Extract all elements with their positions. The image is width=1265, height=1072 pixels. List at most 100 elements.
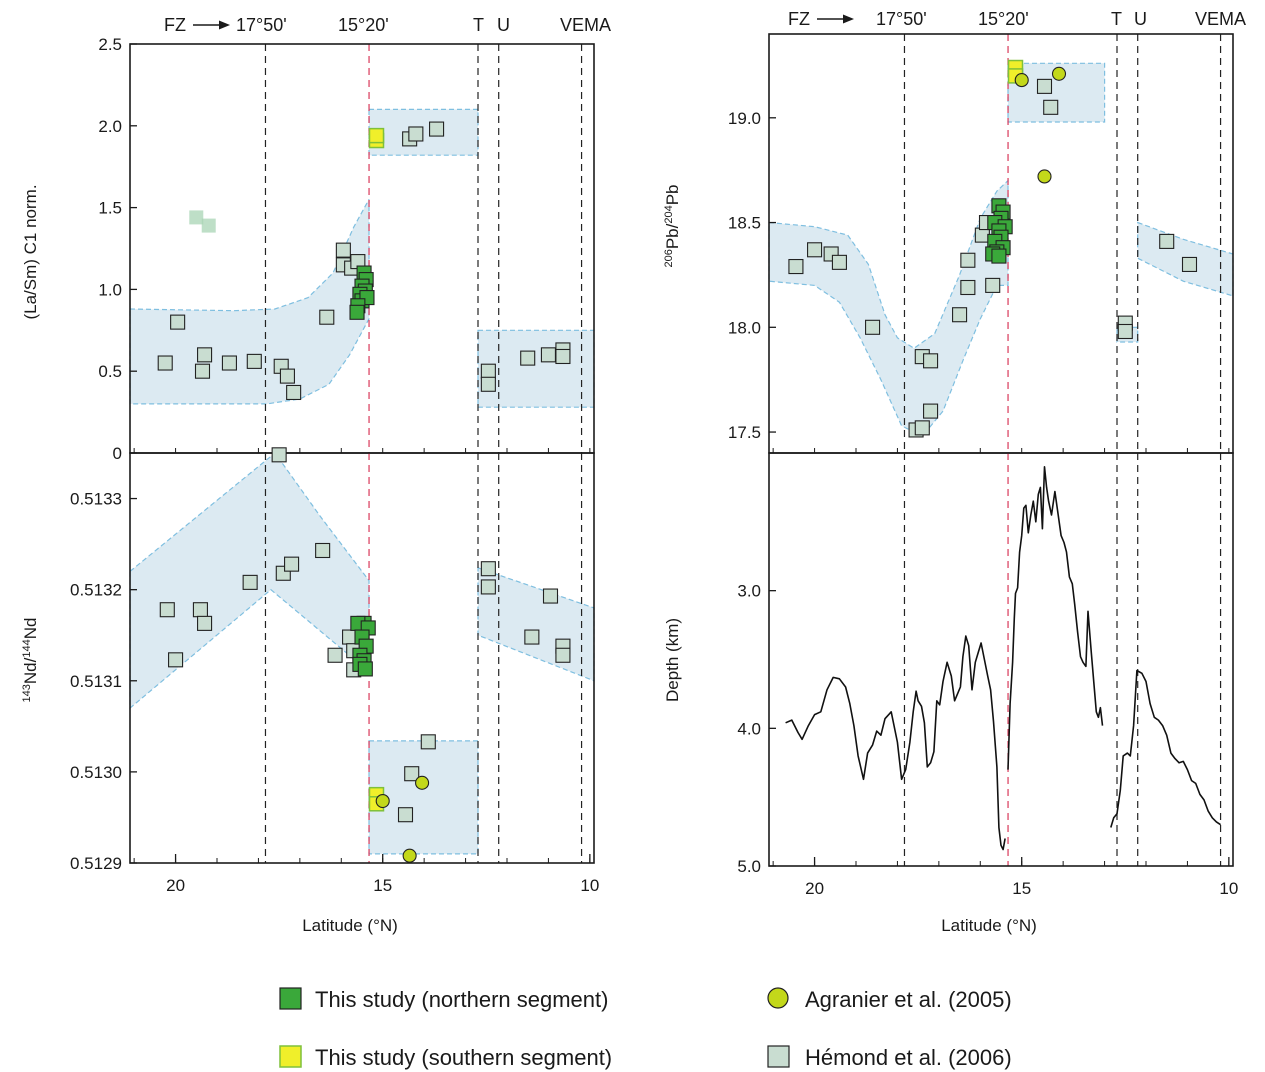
depth-xtick-label: 10 — [1219, 879, 1238, 898]
lasm-panel: 0 0.5 1.0 1.5 2.0 2.5 — [98, 35, 595, 463]
data-point — [555, 647, 571, 663]
pb-series-this-study-northern-segment — [985, 198, 1013, 264]
legend-item-agranier: Agranier et al. (2005) — [767, 987, 1012, 1012]
data-point — [520, 350, 536, 366]
fz-label: FZ — [164, 15, 186, 35]
data-point — [1014, 73, 1029, 88]
data-point — [960, 279, 976, 296]
top-labels-left: FZ 17°50' 15°20' T U VEMA — [164, 15, 611, 35]
data-point — [271, 447, 287, 463]
label-u: U — [1134, 9, 1147, 29]
pb-series-this-study-southern-segment — [1007, 59, 1024, 84]
depth-panel: 3.0 4.0 5.0 20 15 10 — [737, 452, 1238, 898]
lasm-envelope-0 — [129, 199, 370, 405]
nd-xtick-label: 20 — [166, 876, 185, 895]
legend-label-south: This study (southern segment) — [315, 1045, 612, 1070]
lasm-ytick-label: 0.5 — [98, 362, 122, 381]
data-point — [923, 403, 939, 419]
data-point — [404, 766, 420, 782]
lasm-ylabel: (La/Sm) C1 norm. — [21, 184, 40, 319]
data-point — [480, 561, 496, 577]
nd-ylabel: 143Nd/144Nd — [21, 618, 40, 703]
nd-ytick-label: 0.5132 — [70, 581, 122, 600]
depth-ytick-label: 4.0 — [737, 719, 761, 738]
data-point — [991, 248, 1007, 264]
nd-series-h-mond-et-al-2006 — [159, 447, 571, 823]
pb-ylabel-sup2: 204 — [663, 205, 675, 223]
nd-series-this-study-northern-segment — [350, 615, 376, 677]
lasm-ytick-label: 1.0 — [98, 280, 122, 299]
data-point — [201, 218, 216, 233]
lasm-series-h-mond-et-al-2006-faded — [189, 210, 216, 233]
nd-ylabel-mid: Nd/ — [21, 657, 40, 684]
data-point — [375, 793, 390, 809]
lasm-ytick-label: 2.5 — [98, 35, 122, 54]
nd-ytick-label: 0.5129 — [70, 854, 122, 873]
data-point — [807, 242, 823, 258]
data-point — [1117, 323, 1133, 340]
data-point — [286, 384, 302, 401]
data-point — [480, 376, 496, 392]
nd-panel: 0.5129 0.5130 0.5131 0.5132 0.5133 20 15 10 — [70, 447, 599, 895]
data-point — [194, 363, 211, 379]
xlabel-left: Latitude (°N) — [302, 916, 398, 935]
pb-series-agranier-et-al-2005 — [1014, 66, 1067, 184]
legend-item-south: This study (southern segment) — [279, 1045, 612, 1070]
legend-item-hemond: Hémond et al. (2006) — [767, 1045, 1012, 1070]
legend-swatch-north — [279, 987, 302, 1010]
pb-envelope-1 — [1007, 62, 1106, 123]
data-point — [319, 309, 335, 325]
nd-ytick-label: 0.5133 — [70, 490, 122, 509]
nd-xtick-label: 10 — [580, 876, 599, 895]
lasm-series-this-study-northern-segment — [349, 265, 375, 320]
nd-ylabel-sup2: 144 — [21, 639, 33, 657]
pb-panel: 17.5 18.0 18.5 19.0 — [728, 33, 1234, 454]
xlabel-right: Latitude (°N) — [941, 916, 1037, 935]
nd-ylabel-end: Nd — [21, 618, 40, 640]
data-point — [865, 319, 881, 335]
data-point — [327, 647, 343, 663]
pb-ylabel-sup1: 206 — [663, 249, 675, 267]
data-point — [192, 602, 208, 618]
legend: This study (northern segment) This study… — [279, 987, 1012, 1070]
data-point — [480, 579, 496, 595]
data-point — [914, 420, 930, 436]
nd-series-agranier-et-al-2005 — [375, 775, 430, 863]
data-point — [1159, 233, 1175, 249]
data-point — [335, 242, 351, 258]
pb-ytick-label: 18.0 — [728, 318, 761, 337]
data-point — [397, 807, 414, 823]
data-point — [357, 661, 373, 677]
label-t: T — [473, 15, 484, 35]
data-point — [168, 652, 184, 668]
nd-ytick-label: 0.5130 — [70, 763, 122, 782]
data-point — [246, 353, 262, 369]
pb-ylabel: 206Pb/204Pb — [663, 184, 682, 267]
data-point — [1037, 169, 1052, 184]
data-point — [1181, 256, 1198, 273]
pb-envelope-0 — [768, 179, 1009, 437]
data-point — [524, 629, 540, 645]
depth-xtick-label: 20 — [805, 879, 824, 898]
data-point — [197, 615, 213, 631]
data-point — [368, 127, 385, 144]
data-point — [831, 254, 847, 270]
fz-label: FZ — [788, 9, 810, 29]
lasm-series-this-study-southern-segment — [368, 127, 385, 149]
label-17-50: 17°50' — [236, 15, 287, 35]
data-point — [429, 121, 445, 137]
top-labels-right: FZ 17°50' 15°20' T U VEMA — [788, 9, 1246, 29]
nd-xtick-label: 15 — [373, 876, 392, 895]
data-point — [540, 347, 556, 363]
label-15-20: 15°20' — [978, 9, 1029, 29]
data-point — [1051, 66, 1067, 81]
legend-label-agranier: Agranier et al. (2005) — [805, 987, 1012, 1012]
legend-label-hemond: Hémond et al. (2006) — [805, 1045, 1012, 1070]
lasm-envelope-1 — [368, 108, 479, 156]
data-point — [555, 348, 571, 365]
nd-frame — [129, 452, 595, 864]
data-point — [197, 347, 213, 363]
label-17-50: 17°50' — [876, 9, 927, 29]
pb-ytick-label: 19.0 — [728, 109, 761, 128]
data-point — [480, 363, 496, 379]
